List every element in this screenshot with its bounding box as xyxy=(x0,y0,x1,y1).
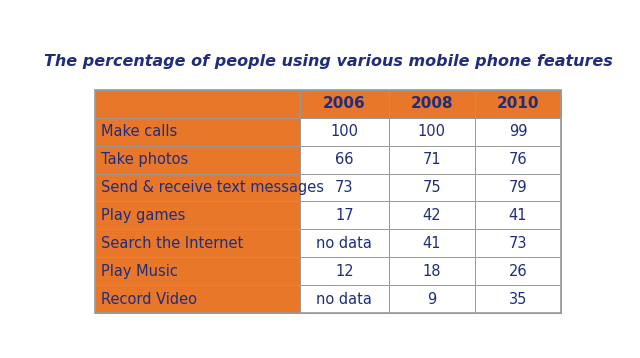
Bar xyxy=(300,285,388,313)
Bar xyxy=(95,257,300,285)
Bar xyxy=(300,257,388,285)
Text: 73: 73 xyxy=(509,236,527,251)
Bar xyxy=(388,229,475,257)
Text: 17: 17 xyxy=(335,208,354,223)
Text: 66: 66 xyxy=(335,152,353,167)
Text: Make calls: Make calls xyxy=(101,124,177,139)
Bar xyxy=(300,229,388,257)
Bar xyxy=(95,118,300,146)
Bar xyxy=(475,257,561,285)
Text: Play games: Play games xyxy=(101,208,185,223)
Text: 100: 100 xyxy=(330,124,358,139)
Bar xyxy=(388,146,475,174)
Bar xyxy=(388,90,475,118)
Bar xyxy=(388,257,475,285)
Text: 73: 73 xyxy=(335,180,353,195)
Text: 79: 79 xyxy=(509,180,527,195)
Bar xyxy=(475,229,561,257)
Text: Record Video: Record Video xyxy=(101,292,197,307)
Text: 26: 26 xyxy=(509,264,527,279)
Text: 18: 18 xyxy=(422,264,441,279)
Text: no data: no data xyxy=(316,292,372,307)
Bar xyxy=(475,118,561,146)
Text: 76: 76 xyxy=(509,152,527,167)
Text: 99: 99 xyxy=(509,124,527,139)
Text: no data: no data xyxy=(316,236,372,251)
Text: 42: 42 xyxy=(422,208,441,223)
Bar xyxy=(300,202,388,229)
Bar xyxy=(300,146,388,174)
Bar xyxy=(300,174,388,202)
Bar xyxy=(95,229,300,257)
Bar xyxy=(95,202,300,229)
Bar xyxy=(95,146,300,174)
Text: 2010: 2010 xyxy=(497,96,540,111)
Bar xyxy=(300,90,388,118)
Bar xyxy=(95,90,561,313)
Bar xyxy=(95,90,300,118)
Bar xyxy=(388,118,475,146)
Text: Take photos: Take photos xyxy=(101,152,188,167)
Text: Play Music: Play Music xyxy=(101,264,178,279)
Bar xyxy=(475,285,561,313)
Bar xyxy=(475,146,561,174)
Text: 12: 12 xyxy=(335,264,354,279)
Text: 41: 41 xyxy=(509,208,527,223)
Bar xyxy=(475,174,561,202)
Text: 75: 75 xyxy=(422,180,441,195)
Text: Send & receive text messages: Send & receive text messages xyxy=(101,180,324,195)
Text: 41: 41 xyxy=(422,236,441,251)
Bar xyxy=(475,90,561,118)
Bar xyxy=(388,174,475,202)
Bar xyxy=(388,202,475,229)
Bar xyxy=(95,174,300,202)
Text: 35: 35 xyxy=(509,292,527,307)
Text: 2006: 2006 xyxy=(323,96,365,111)
Bar xyxy=(95,285,300,313)
Text: 100: 100 xyxy=(418,124,445,139)
Text: 9: 9 xyxy=(427,292,436,307)
Bar xyxy=(475,202,561,229)
Text: 71: 71 xyxy=(422,152,441,167)
Bar xyxy=(300,118,388,146)
Text: 2008: 2008 xyxy=(410,96,453,111)
Text: Search the Internet: Search the Internet xyxy=(101,236,243,251)
Bar xyxy=(388,285,475,313)
Text: The percentage of people using various mobile phone features: The percentage of people using various m… xyxy=(44,54,612,69)
